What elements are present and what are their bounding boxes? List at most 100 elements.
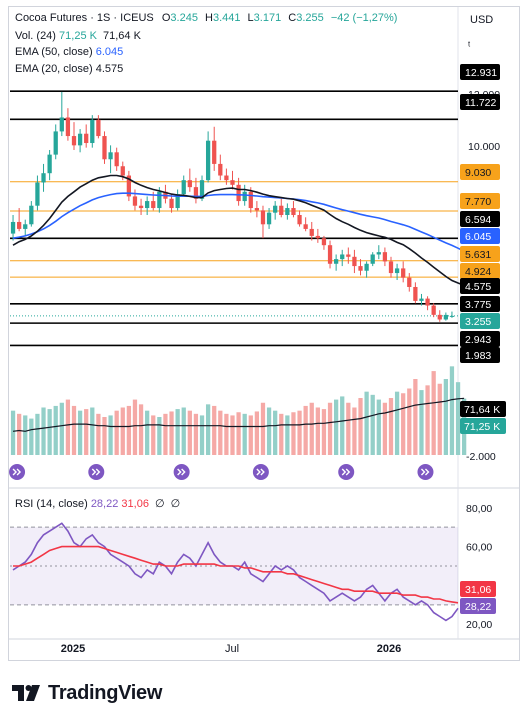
- candle-body: [254, 208, 260, 211]
- event-marker-icon[interactable]: [338, 464, 355, 480]
- candle-body: [193, 187, 199, 199]
- volume-bar: [187, 410, 192, 455]
- event-marker-icon[interactable]: [173, 464, 190, 480]
- price-badge-label: 4.924: [465, 266, 491, 278]
- high-label: H: [205, 12, 213, 24]
- volume-bar: [419, 390, 424, 455]
- volume-bar: [65, 399, 71, 455]
- candle-body: [29, 205, 34, 225]
- tradingview-logo-icon: [12, 685, 40, 701]
- event-marker-icon[interactable]: [417, 464, 434, 480]
- rsi-tick-label: 20,00: [466, 619, 492, 631]
- candle-body: [376, 252, 381, 255]
- rsi-ma-badge-label: 31,06: [465, 584, 491, 596]
- time-tick-label: 2026: [377, 643, 401, 655]
- price-label-badge: [460, 211, 500, 227]
- event-marker-arrows: [12, 468, 22, 476]
- close-value: 3.255: [296, 12, 324, 24]
- volume-bar: [297, 410, 302, 455]
- open-value: 3.245: [170, 12, 198, 24]
- lock-scale-icon[interactable]: ᵗ: [468, 40, 471, 52]
- volume-bar: [309, 402, 314, 455]
- volume-bar: [327, 402, 333, 455]
- ema50-label[interactable]: EMA (50, close): [15, 46, 93, 58]
- volume-bar: [431, 371, 436, 455]
- volume-bar: [138, 404, 144, 455]
- price-badge-label: 2.943: [465, 334, 491, 346]
- candle-body: [425, 298, 430, 306]
- candle-body: [340, 254, 345, 260]
- volume-bar: [242, 413, 247, 455]
- volume-bar: [254, 411, 260, 455]
- candle-body: [17, 221, 22, 229]
- event-marker-icon[interactable]: [252, 464, 269, 480]
- volume-bar: [413, 379, 418, 455]
- candle-body: [449, 315, 455, 317]
- candle-body: [358, 266, 363, 271]
- rsi-label[interactable]: RSI (14, close): [15, 498, 88, 510]
- volume-bar: [455, 382, 461, 455]
- tradingview-logo-text: TradingView: [48, 681, 163, 704]
- volume-label[interactable]: Vol. (24): [15, 30, 56, 42]
- volume-bar: [407, 388, 412, 455]
- event-marker-circle: [417, 464, 434, 480]
- event-marker-circle: [9, 464, 26, 480]
- candle-body: [84, 133, 89, 144]
- price-badge-label: 6.045: [465, 231, 491, 243]
- price-badge-label: 6.594: [465, 214, 491, 226]
- volume-ma-line: [12, 397, 465, 432]
- candle-body: [260, 210, 266, 225]
- volume-value: 71,25 K: [59, 30, 97, 42]
- event-marker-circle: [88, 464, 105, 480]
- volume-bar: [90, 407, 95, 455]
- volume-bar: [364, 391, 369, 455]
- currency-selector[interactable]: USD: [470, 14, 494, 26]
- low-value: 3.171: [253, 12, 282, 24]
- volume-bar: [120, 407, 125, 455]
- volume-bar: [126, 405, 132, 455]
- candle-body: [199, 180, 205, 199]
- event-marker-arrows: [91, 468, 101, 476]
- price-badge-label: 12.931: [465, 67, 497, 79]
- symbol-title[interactable]: Cocoa Futures · 1S · ICEUS: [15, 12, 154, 24]
- candle-body: [266, 212, 272, 225]
- volume-bar: [132, 399, 138, 455]
- candle-body: [291, 208, 296, 215]
- ema20-line: [12, 174, 465, 286]
- close-label: C: [288, 12, 297, 24]
- candle-body: [279, 205, 284, 215]
- volume-bar: [10, 410, 16, 455]
- volume-bar: [218, 410, 223, 455]
- event-marker-icon[interactable]: [88, 464, 105, 480]
- candle-body: [443, 314, 448, 320]
- ema50-legend: EMA (50, close) 6.045: [15, 46, 123, 58]
- volume-bar: [181, 407, 186, 455]
- candle-body: [431, 305, 436, 315]
- candle-body: [145, 201, 150, 209]
- volume-bar: [303, 405, 308, 455]
- price-label-badge: [460, 313, 500, 329]
- volume-bar: [279, 413, 284, 455]
- candle-body: [285, 208, 290, 215]
- event-marker-icon[interactable]: [9, 464, 26, 480]
- price-label-badge: [460, 228, 500, 244]
- volume-bar: [35, 413, 40, 455]
- volume-bar: [443, 379, 448, 455]
- price-badge-label: 11.722: [465, 97, 496, 109]
- candle-body: [346, 254, 351, 257]
- price-label-badge: [460, 331, 500, 347]
- volume-bar: [273, 410, 278, 455]
- volume-bar: [193, 413, 199, 455]
- price-badge-label: 5.631: [465, 249, 491, 261]
- candle-body: [297, 215, 302, 225]
- candle-body: [230, 180, 235, 185]
- candle-body: [364, 263, 369, 271]
- candle-body: [114, 152, 119, 167]
- tradingview-logo[interactable]: TradingView: [12, 680, 162, 706]
- rsi-ma-line: [13, 545, 459, 604]
- ema20-label[interactable]: EMA (20, close): [15, 63, 93, 75]
- rsi-na-2: ∅: [170, 498, 181, 510]
- main-legend: Cocoa Futures · 1S · ICEUS O3.245 H3.441…: [15, 12, 397, 24]
- candle-body: [35, 182, 40, 206]
